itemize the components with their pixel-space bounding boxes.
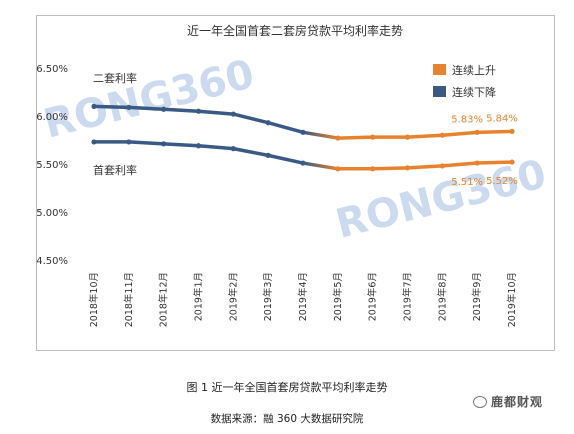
data-point — [195, 108, 202, 114]
y-tick-label: 6.50% — [36, 64, 68, 75]
data-point — [300, 160, 306, 166]
brand-mark: 鹿都财观 — [473, 393, 543, 410]
data-point — [335, 135, 341, 141]
watermark: RONG360 — [39, 51, 258, 148]
data-point — [335, 166, 341, 172]
data-point — [474, 160, 480, 166]
data-label: 5.84% — [486, 113, 518, 124]
data-point — [509, 128, 515, 134]
y-tick-label: 5.50% — [36, 160, 68, 171]
data-point — [126, 139, 132, 145]
chart-frame — [36, 15, 555, 351]
x-tick-label: 2019年6月 — [367, 272, 379, 321]
legend-swatch — [433, 86, 446, 97]
legend-label: 连续上升 — [452, 63, 496, 77]
data-point — [370, 134, 376, 140]
y-axis: 6.50% 6.00% 5.50% 5.00% 4.50% — [36, 64, 68, 267]
data-point — [265, 152, 271, 158]
data-point — [195, 143, 202, 149]
data-point — [161, 141, 167, 147]
data-label: 5.83% — [451, 114, 483, 125]
series-line-up — [337, 160, 513, 171]
y-tick-label: 6.00% — [36, 112, 68, 123]
x-tick-label: 2018年12月 — [158, 272, 170, 327]
x-tick-label: 2019年7月 — [402, 272, 414, 321]
series-points — [91, 103, 515, 172]
data-point — [126, 104, 132, 110]
figure-caption: 图 1 近一年全国首套房贷款平均利率走势 — [186, 381, 388, 394]
series-line-transition — [301, 130, 340, 140]
data-label: 5.52% — [486, 176, 518, 187]
data-point — [439, 132, 445, 138]
series-line-up — [337, 129, 513, 140]
x-tick-label: 2019年3月 — [262, 272, 274, 321]
data-labels: 5.83% 5.84% 5.51% 5.52% — [451, 113, 518, 188]
x-tick-label: 2018年11月 — [123, 272, 135, 327]
x-tick-label: 2019年5月 — [332, 272, 344, 321]
data-point — [230, 111, 236, 117]
data-point — [300, 129, 306, 135]
x-tick-label: 2019年2月 — [227, 272, 239, 321]
data-point — [404, 134, 411, 140]
series-line-transition — [301, 161, 340, 171]
data-point — [91, 103, 97, 109]
data-point — [265, 120, 271, 126]
brand-name: 鹿都财观 — [491, 395, 544, 409]
y-tick-label: 4.50% — [36, 256, 68, 267]
data-point — [474, 129, 480, 135]
data-point — [404, 165, 411, 171]
legend-label: 连续下降 — [452, 85, 496, 99]
data-point — [509, 159, 515, 165]
x-tick-label: 2019年10月 — [506, 272, 518, 327]
series-label: 首套利率 — [93, 163, 137, 177]
data-source: 数据来源：融 360 大数据研究院 — [210, 413, 364, 425]
x-tick-label: 2019年1月 — [193, 272, 205, 321]
legend-swatch — [433, 64, 446, 75]
x-tick-label: 2019年8月 — [436, 272, 448, 321]
x-tick-label: 2018年10月 — [88, 272, 100, 327]
chart-title: 近一年全国首套二套房贷款平均利率走势 — [187, 23, 403, 38]
x-tick-label: 2019年9月 — [471, 272, 483, 321]
x-axis: 2018年10月 2018年11月 2018年12月 2019年1月 2019年2月 20… — [88, 272, 518, 327]
data-point — [230, 146, 236, 152]
data-label: 5.51% — [451, 177, 483, 188]
y-tick-label: 5.00% — [36, 208, 68, 219]
series-label: 二套利率 — [93, 71, 137, 85]
data-point — [91, 139, 97, 145]
x-tick-label: 2019年4月 — [297, 272, 309, 321]
wechat-icon — [473, 396, 487, 408]
data-point — [161, 106, 167, 112]
data-point — [439, 163, 445, 169]
data-point — [370, 166, 376, 172]
